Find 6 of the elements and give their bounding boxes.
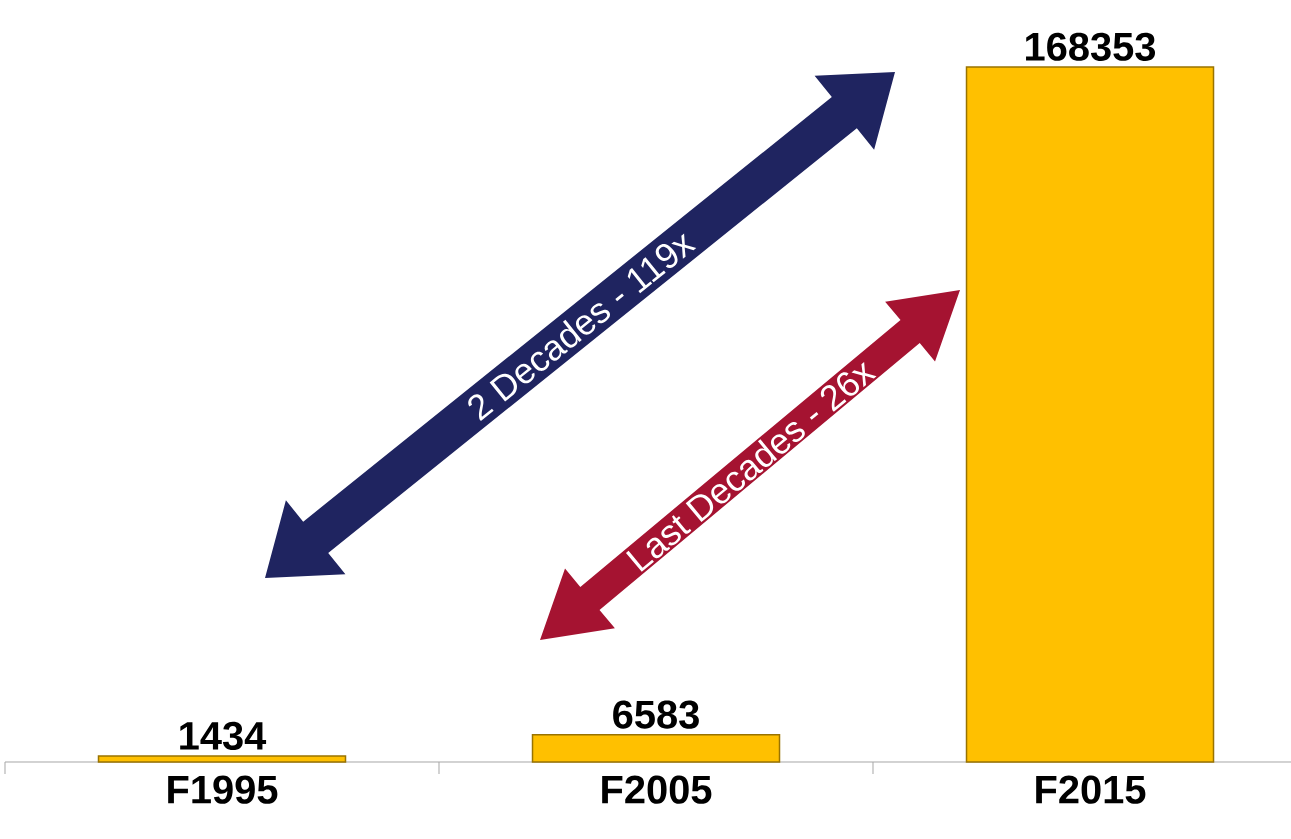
data-label: 1434 <box>180 721 267 751</box>
x-tick-label: F2005 <box>602 775 712 804</box>
x-tick-label: F1995 <box>168 775 278 804</box>
data-label: 6583 <box>613 700 699 729</box>
x-tick-label: F2015 <box>1036 775 1146 804</box>
data-label: 168353 <box>1026 32 1156 61</box>
